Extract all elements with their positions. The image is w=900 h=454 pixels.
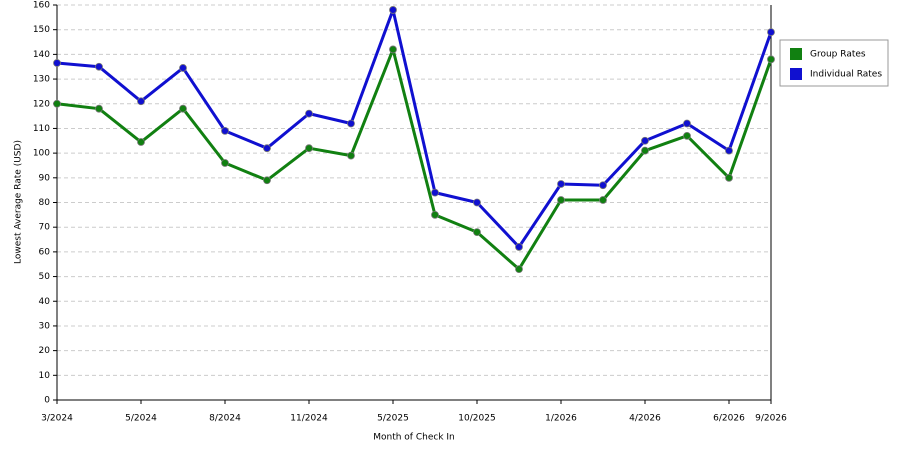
x-tick-label: 5/2024 (125, 414, 157, 424)
data-point (179, 64, 187, 72)
x-tick-label: 9/2026 (755, 414, 787, 424)
data-point (599, 181, 607, 190)
data-point (767, 28, 775, 37)
y-tick-label: 60 (39, 247, 51, 257)
y-tick-label: 70 (39, 223, 51, 233)
data-point (683, 119, 691, 128)
data-point (641, 136, 649, 145)
data-point (53, 59, 61, 67)
data-point (557, 196, 565, 204)
data-point (305, 144, 313, 153)
y-tick-label: 140 (33, 50, 50, 60)
data-point (725, 173, 733, 182)
y-tick-label: 150 (33, 25, 50, 35)
data-point (431, 210, 439, 219)
series-line (56, 47, 773, 271)
data-point (389, 45, 397, 54)
legend-swatch (790, 48, 802, 60)
legend-label: Individual Rates (810, 70, 882, 80)
y-tick-label: 160 (33, 1, 50, 11)
legend-swatch (790, 68, 802, 80)
data-point (305, 109, 313, 118)
x-tick-label: 3/2024 (41, 414, 73, 424)
x-tick-label: 1/2026 (545, 414, 577, 424)
y-tick-label: 30 (39, 321, 51, 331)
x-tick-label: 10/2025 (458, 414, 495, 424)
data-point (263, 144, 271, 153)
data-point (137, 97, 145, 106)
data-point (95, 104, 103, 113)
data-point (767, 55, 775, 64)
data-point (641, 146, 649, 155)
x-tick-label: 11/2024 (290, 414, 328, 424)
x-tick-label: 8/2024 (209, 414, 241, 424)
y-tick-label: 40 (39, 297, 51, 307)
x-tick-label: 5/2025 (377, 414, 409, 424)
y-tick-label: 120 (33, 99, 50, 109)
data-point (473, 198, 481, 207)
data-point (389, 6, 397, 14)
y-tick-label: 80 (39, 198, 51, 208)
y-tick-label: 0 (44, 396, 50, 406)
x-axis-label: Month of Check In (373, 433, 455, 443)
data-point (599, 196, 607, 204)
data-point (557, 180, 565, 188)
legend-label: Group Rates (810, 50, 866, 60)
data-point (221, 127, 229, 135)
data-point (263, 176, 271, 185)
data-point (221, 159, 229, 167)
data-point (137, 138, 145, 146)
y-tick-label: 90 (39, 173, 51, 183)
data-point (431, 188, 439, 197)
data-point (179, 104, 187, 113)
y-axis-label: Lowest Average Rate (USD) (14, 140, 24, 264)
data-point (473, 228, 481, 237)
data-point (683, 131, 691, 140)
x-tick-label: 4/2026 (629, 414, 661, 424)
y-tick-label: 20 (39, 346, 51, 356)
data-point (725, 146, 733, 155)
data-point (515, 265, 523, 274)
data-point (95, 62, 103, 71)
data-point (347, 119, 355, 128)
data-point (347, 151, 355, 160)
y-tick-label: 100 (33, 149, 50, 159)
data-point (53, 99, 61, 108)
x-tick-label: 6/2026 (713, 414, 745, 424)
y-tick-label: 10 (39, 371, 51, 381)
y-tick-label: 130 (33, 75, 50, 85)
y-tick-label: 50 (39, 272, 51, 282)
y-tick-label: 110 (33, 124, 50, 134)
series-line (56, 8, 773, 249)
data-point (515, 243, 523, 251)
